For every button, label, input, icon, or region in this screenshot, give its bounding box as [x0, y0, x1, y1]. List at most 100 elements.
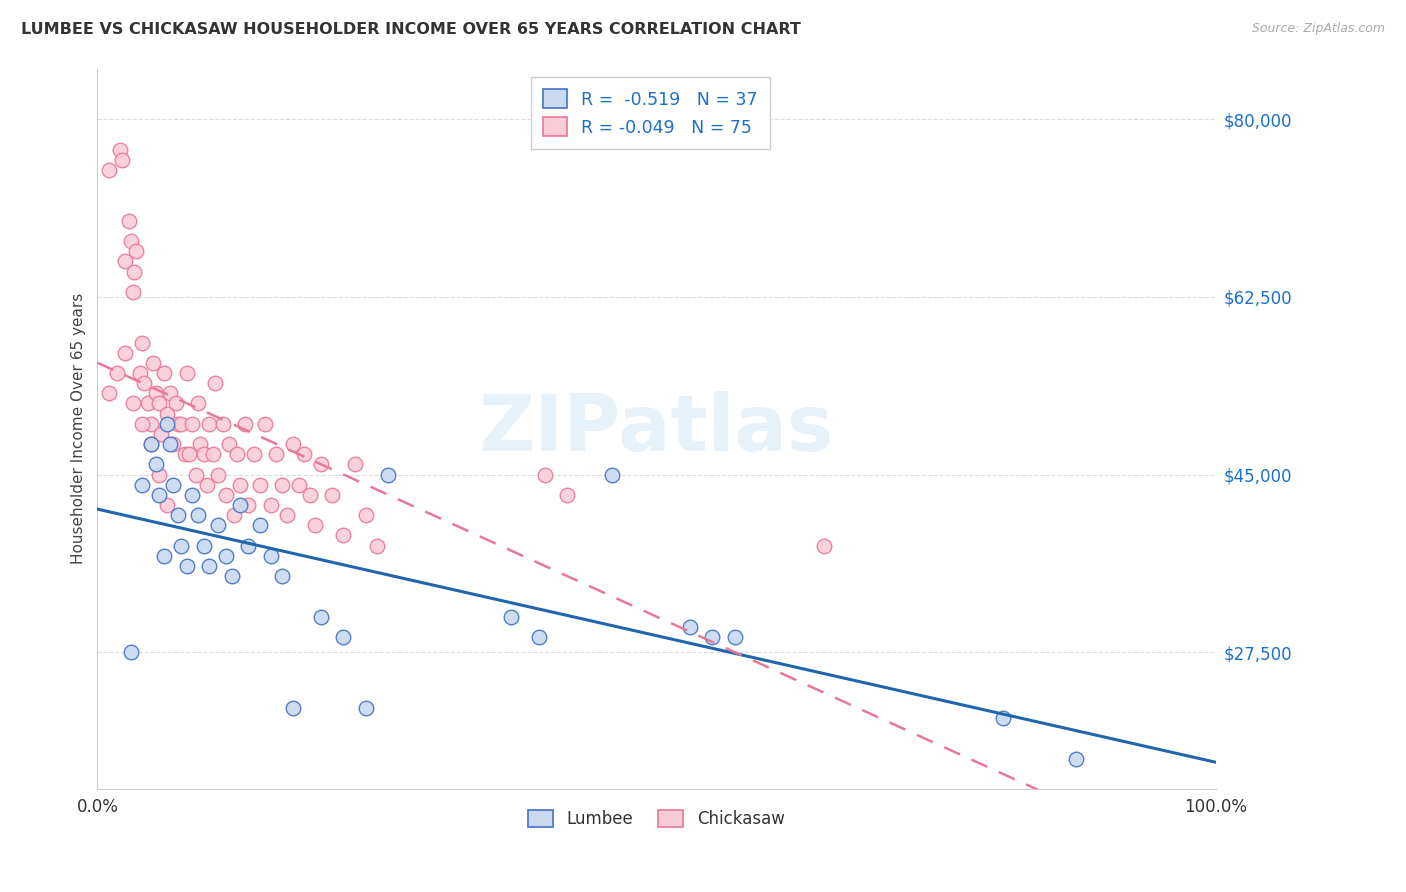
Point	[134, 376, 156, 391]
Point	[181, 417, 204, 431]
Point	[131, 477, 153, 491]
Point	[153, 549, 176, 563]
Point	[249, 477, 271, 491]
Point	[148, 396, 170, 410]
Point	[533, 467, 555, 482]
Point	[254, 417, 277, 431]
Point	[1064, 752, 1087, 766]
Point	[139, 437, 162, 451]
Point	[122, 396, 145, 410]
Point	[156, 417, 179, 431]
Point	[218, 437, 240, 451]
Point	[184, 467, 207, 482]
Point	[270, 477, 292, 491]
Point	[377, 467, 399, 482]
Point	[332, 630, 354, 644]
Point	[991, 711, 1014, 725]
Text: LUMBEE VS CHICKASAW HOUSEHOLDER INCOME OVER 65 YEARS CORRELATION CHART: LUMBEE VS CHICKASAW HOUSEHOLDER INCOME O…	[21, 22, 801, 37]
Point	[366, 539, 388, 553]
Point	[195, 477, 218, 491]
Point	[600, 467, 623, 482]
Point	[107, 366, 129, 380]
Point	[215, 549, 238, 563]
Point	[142, 356, 165, 370]
Point	[287, 477, 309, 491]
Point	[167, 417, 190, 431]
Point	[207, 518, 229, 533]
Point	[97, 386, 120, 401]
Point	[139, 437, 162, 451]
Point	[702, 630, 724, 644]
Point	[177, 447, 200, 461]
Point	[122, 264, 145, 278]
Point	[181, 488, 204, 502]
Text: Source: ZipAtlas.com: Source: ZipAtlas.com	[1251, 22, 1385, 36]
Point	[156, 498, 179, 512]
Point	[298, 488, 321, 502]
Point	[136, 396, 159, 410]
Point	[243, 447, 266, 461]
Point	[238, 498, 260, 512]
Point	[813, 539, 835, 553]
Point	[188, 437, 211, 451]
Point	[527, 630, 550, 644]
Point	[118, 214, 141, 228]
Point	[120, 234, 142, 248]
Point	[122, 285, 145, 299]
Point	[270, 569, 292, 583]
Point	[229, 498, 252, 512]
Point	[215, 488, 238, 502]
Point	[211, 417, 233, 431]
Point	[165, 396, 187, 410]
Legend: Lumbee, Chickasaw: Lumbee, Chickasaw	[522, 804, 792, 835]
Point	[187, 396, 209, 410]
Point	[176, 558, 198, 573]
Y-axis label: Householder Income Over 65 years: Householder Income Over 65 years	[72, 293, 86, 565]
Point	[249, 518, 271, 533]
Point	[222, 508, 245, 523]
Point	[724, 630, 747, 644]
Text: ZIPatlas: ZIPatlas	[479, 391, 834, 467]
Point	[120, 645, 142, 659]
Point	[170, 417, 193, 431]
Point	[221, 569, 243, 583]
Point	[276, 508, 298, 523]
Point	[114, 254, 136, 268]
Point	[176, 366, 198, 380]
Point	[145, 458, 167, 472]
Point	[148, 467, 170, 482]
Point	[162, 477, 184, 491]
Point	[679, 620, 702, 634]
Point	[150, 426, 173, 441]
Point	[238, 539, 260, 553]
Point	[292, 447, 315, 461]
Point	[204, 376, 226, 391]
Point	[173, 447, 195, 461]
Point	[555, 488, 578, 502]
Point	[226, 447, 249, 461]
Point	[229, 477, 252, 491]
Point	[354, 508, 377, 523]
Point	[170, 539, 193, 553]
Point	[309, 609, 332, 624]
Point	[111, 153, 134, 167]
Point	[198, 417, 221, 431]
Point	[159, 386, 181, 401]
Point	[187, 508, 209, 523]
Point	[131, 335, 153, 350]
Point	[125, 244, 148, 259]
Point	[264, 447, 287, 461]
Point	[97, 163, 120, 178]
Point	[309, 458, 332, 472]
Point	[145, 386, 167, 401]
Point	[193, 539, 215, 553]
Point	[260, 498, 283, 512]
Point	[304, 518, 326, 533]
Point	[332, 528, 354, 542]
Point	[343, 458, 366, 472]
Point	[128, 366, 150, 380]
Point	[139, 417, 162, 431]
Point	[281, 437, 304, 451]
Point	[153, 366, 176, 380]
Point	[233, 417, 256, 431]
